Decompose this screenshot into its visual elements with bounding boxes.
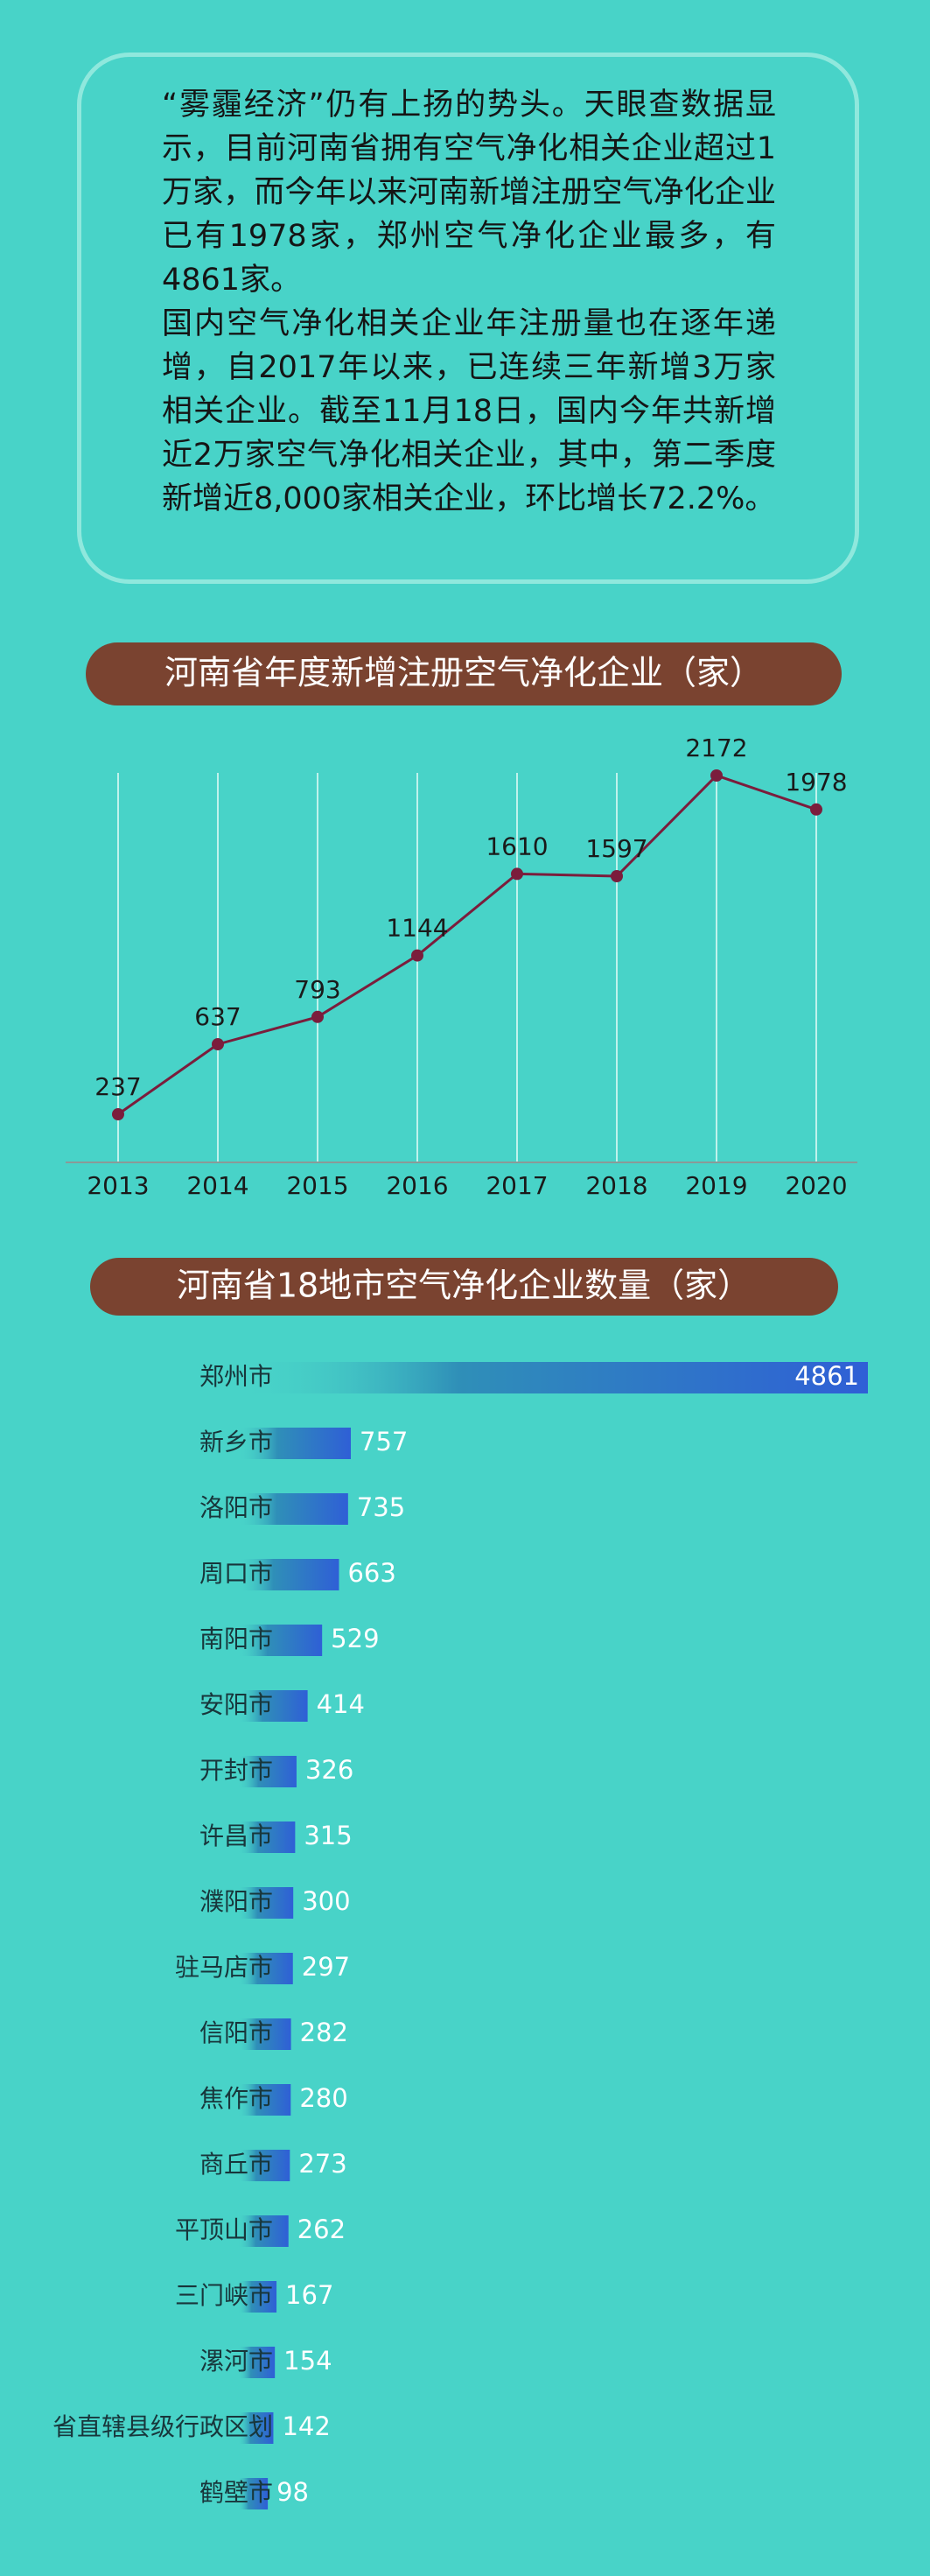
value-label: 757 <box>360 1427 408 1456</box>
value-label: 273 <box>298 2149 346 2179</box>
value-label: 663 <box>347 1558 395 1588</box>
point <box>611 870 623 882</box>
value-label: 142 <box>282 2411 330 2441</box>
value-label: 1978 <box>785 768 847 797</box>
bar <box>238 1887 294 1919</box>
intro-box: “雾霾经济”仍有上扬的势头。天眼查数据显示，目前河南省拥有空气净化相关企业超过1… <box>77 53 859 584</box>
point <box>411 949 423 962</box>
x-tick-label: 2014 <box>186 1171 248 1200</box>
value-label: 735 <box>357 1492 405 1522</box>
category-label: 驻马店市 <box>175 1953 273 1982</box>
bar <box>238 2084 291 2116</box>
category-label: 商丘市 <box>199 2150 273 2179</box>
value-label: 280 <box>299 2083 347 2113</box>
value-label: 529 <box>331 1624 379 1653</box>
bar <box>238 2150 290 2181</box>
value-label: 4861 <box>794 1361 859 1391</box>
bar <box>238 1821 296 1853</box>
x-tick-label: 2020 <box>785 1171 847 1200</box>
point <box>112 1108 124 1120</box>
category-label: 开封市 <box>199 1756 273 1785</box>
bar <box>238 1690 308 1722</box>
bar <box>238 1559 339 1590</box>
bar <box>238 1625 323 1656</box>
value-label: 1597 <box>585 834 647 863</box>
value-label: 297 <box>302 1952 350 1982</box>
category-label: 三门峡市 <box>175 2281 273 2310</box>
category-label: 洛阳市 <box>199 1493 273 1522</box>
category-label: 新乡市 <box>199 1428 273 1456</box>
bar <box>238 2018 291 2050</box>
category-label: 周口市 <box>199 1559 273 1588</box>
category-label: 安阳市 <box>199 1690 273 1719</box>
value-label: 167 <box>285 2280 333 2310</box>
x-tick-label: 2018 <box>585 1171 647 1200</box>
value-label: 154 <box>283 2346 332 2376</box>
value-label: 2172 <box>685 733 747 762</box>
category-label: 濮阳市 <box>199 1887 273 1916</box>
chart-title: 河南省年度新增注册空气净化企业（家） <box>164 654 763 692</box>
bar <box>238 1756 297 1787</box>
title-pill <box>86 642 842 705</box>
category-label: 郑州市 <box>199 1362 273 1391</box>
value-label: 315 <box>304 1821 352 1850</box>
bar <box>238 1493 348 1525</box>
paragraph: “雾霾经济”仍有上扬的势头。天眼查数据显示，目前河南省拥有空气净化相关企业超过1… <box>162 88 776 298</box>
value-label: 282 <box>300 2018 348 2047</box>
category-label: 漯河市 <box>199 2347 273 2376</box>
category-label: 省直辖县级行政区划 <box>52 2412 273 2441</box>
paragraph: 国内空气净化相关企业年注册量也在逐年递增，自2017年以来，已连续三年新增3万家… <box>162 306 776 516</box>
x-tick-label: 2013 <box>87 1171 149 1200</box>
point <box>810 803 822 816</box>
point <box>710 769 723 782</box>
point <box>311 1010 324 1023</box>
value-label: 793 <box>294 975 340 1004</box>
bar <box>238 1428 352 1459</box>
category-label: 南阳市 <box>199 1625 273 1653</box>
value-label: 414 <box>317 1689 365 1719</box>
point <box>212 1038 224 1050</box>
x-tick-label: 2019 <box>685 1171 747 1200</box>
bar <box>238 2478 269 2509</box>
bar <box>238 1362 868 1393</box>
value-label: 326 <box>305 1755 353 1785</box>
value-label: 262 <box>297 2215 346 2244</box>
value-label: 237 <box>94 1072 141 1101</box>
value-label: 637 <box>194 1002 241 1031</box>
point <box>511 867 523 881</box>
value-label: 98 <box>276 2477 309 2507</box>
line <box>117 774 817 1116</box>
title-pill <box>90 1258 838 1316</box>
bar <box>238 2412 274 2444</box>
x-tick-label: 2015 <box>286 1171 348 1200</box>
bar <box>238 2215 289 2247</box>
category-label: 信阳市 <box>199 2018 273 2047</box>
x-tick-label: 2016 <box>386 1171 448 1200</box>
category-label: 焦作市 <box>199 2084 273 2113</box>
chart-title: 河南省18地市空气净化企业数量（家） <box>177 1267 751 1305</box>
category-label: 平顶山市 <box>175 2215 273 2244</box>
value-label: 300 <box>302 1886 350 1916</box>
category-label: 鹤壁市 <box>199 2478 273 2507</box>
bar <box>238 2347 276 2378</box>
bar <box>238 1953 293 1984</box>
x-tick-label: 2017 <box>486 1171 548 1200</box>
category-label: 许昌市 <box>199 1821 273 1850</box>
value-label: 1144 <box>386 914 448 943</box>
value-label: 1610 <box>486 832 548 860</box>
bar <box>238 2281 277 2313</box>
